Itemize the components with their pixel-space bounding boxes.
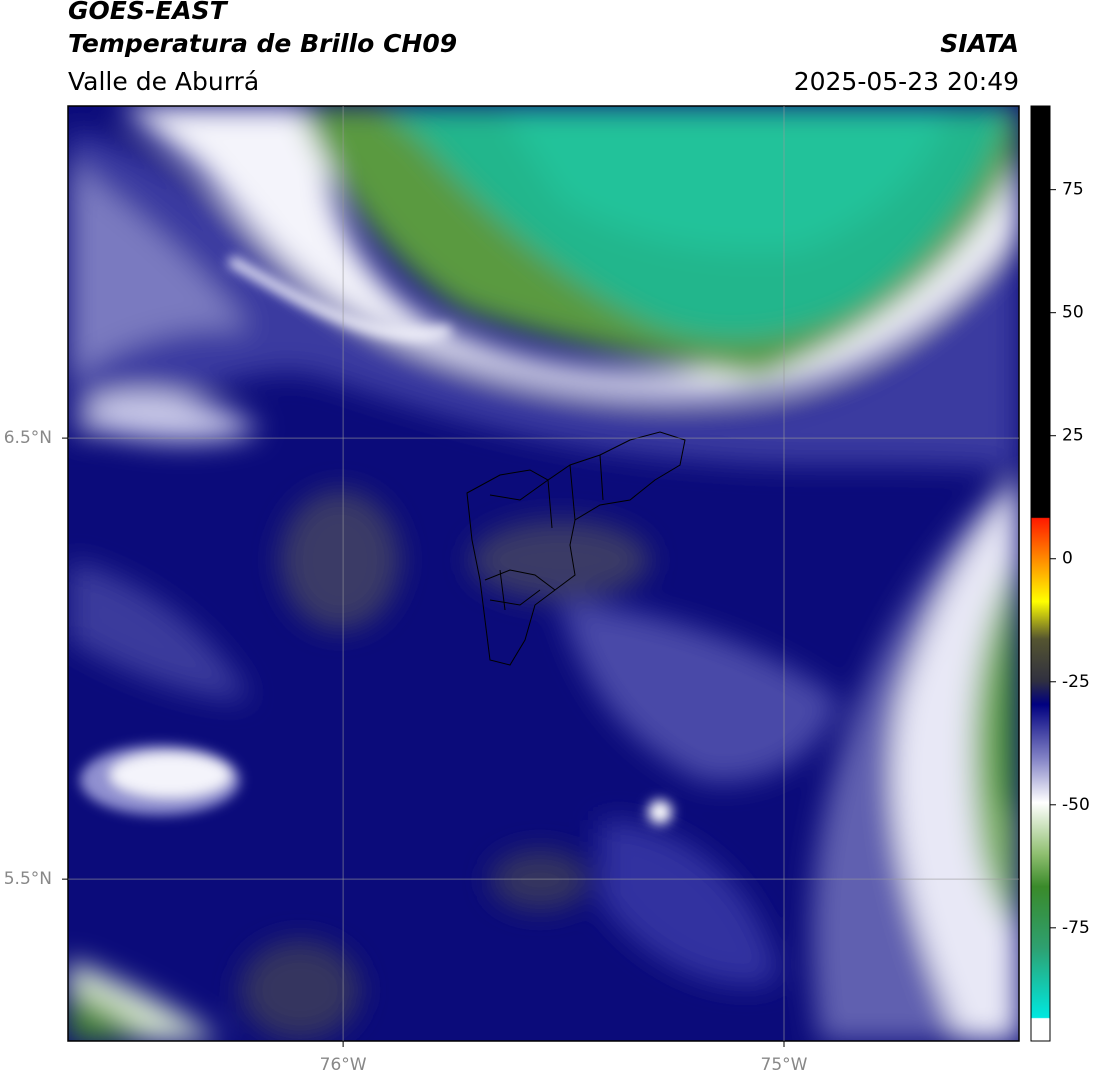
colorbar <box>1030 105 1051 1042</box>
y-tick-label: 5.5°N <box>4 869 52 889</box>
timestamp: 2025-05-23 20:49 <box>794 67 1019 96</box>
map-frame <box>67 105 1020 1042</box>
colorbar-tick-label: 50 <box>1062 303 1084 323</box>
colorbar-tick-label: 0 <box>1062 549 1073 569</box>
source: SIATA <box>940 29 1019 58</box>
subtitle: Temperatura de Brillo CH09 <box>68 29 457 58</box>
y-tick-label: 6.5°N <box>4 428 52 448</box>
x-tick-label: 75°W <box>761 1055 808 1075</box>
colorbar-tick-label: -75 <box>1062 918 1090 938</box>
colorbar-tick-label: -50 <box>1062 795 1090 815</box>
colorbar-tick-label: -25 <box>1062 672 1090 692</box>
region: Valle de Aburrá <box>68 67 259 96</box>
title: GOES-EAST <box>68 0 229 25</box>
colorbar-tick-label: 75 <box>1062 180 1084 200</box>
municipal-boundaries <box>466 431 686 666</box>
satellite-image <box>68 106 1019 1041</box>
x-tick-label: 76°W <box>320 1055 367 1075</box>
colorbar-tick-label: 25 <box>1062 426 1084 446</box>
